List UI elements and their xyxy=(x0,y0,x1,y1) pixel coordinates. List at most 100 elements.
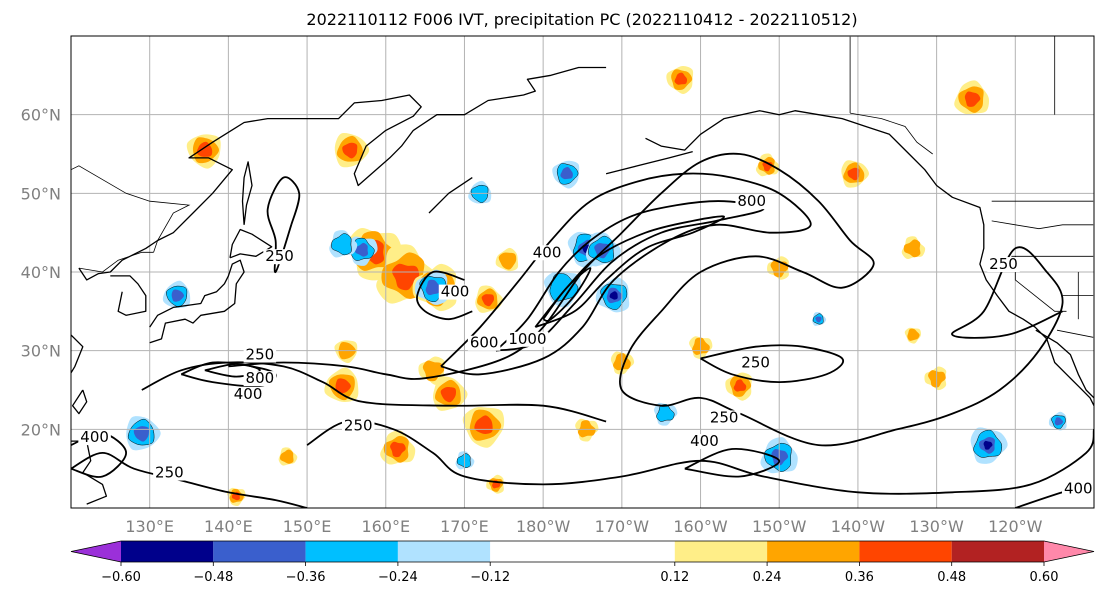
colorbar-tick-label: −0.48 xyxy=(193,570,233,585)
pc-patch xyxy=(278,447,298,466)
colorbar-tick-label: 0.12 xyxy=(660,570,689,585)
pc-patch xyxy=(904,327,921,344)
lon-tick-label: 150°E xyxy=(283,517,332,536)
colorbar-bin xyxy=(674,541,768,562)
pc-patch xyxy=(653,402,678,426)
lat-tick-label: 20°N xyxy=(21,420,61,439)
pc-patch xyxy=(329,230,358,258)
pc-patch xyxy=(552,160,580,189)
colorbar-tick-label: −0.60 xyxy=(101,570,141,585)
colorbar: −0.60 −0.48 −0.36 −0.24 −0.12 0.12 0.24 0.36 0.4… xyxy=(70,540,1095,585)
contour-label-bg xyxy=(467,335,501,351)
coastline xyxy=(605,150,693,175)
colorbar-bin xyxy=(397,541,491,562)
ivt-contour-250 xyxy=(266,176,301,273)
ivt-contour-1000 xyxy=(542,267,592,322)
ivt-contour-400 xyxy=(684,448,781,478)
lon-tick-label: 160°E xyxy=(361,517,410,536)
border-line xyxy=(71,165,191,253)
contour-label: 250 xyxy=(989,255,1018,273)
colorbar-tick-label: 0.24 xyxy=(753,570,782,585)
pc-patch xyxy=(725,372,752,401)
lon-tick-label: 130°W xyxy=(909,517,964,536)
contour-label: 400 xyxy=(1064,479,1093,497)
pc-patch xyxy=(495,247,519,272)
pc-patch xyxy=(901,236,926,260)
colorbar-tick-label: 0.60 xyxy=(1030,570,1059,585)
latitude-labels: 20°N 30°N 40°N 50°N 60°N xyxy=(21,106,61,440)
pc-patch xyxy=(433,376,468,411)
contour-label-bg xyxy=(243,347,277,363)
ivt-contour-250 xyxy=(306,419,1094,495)
lon-tick-label: 180°W xyxy=(516,517,571,536)
pc-patch xyxy=(812,312,827,326)
border-line xyxy=(1056,329,1094,338)
map-frame xyxy=(70,35,1095,509)
pc-patch xyxy=(970,427,1008,464)
colorbar-bin xyxy=(490,541,675,562)
pc-patch xyxy=(162,280,191,309)
lon-tick-label: 140°W xyxy=(831,517,886,536)
coastline xyxy=(71,334,84,375)
contour-label-bg xyxy=(153,465,186,481)
lon-tick-label: 120°W xyxy=(988,517,1043,536)
colorbar-bin xyxy=(767,541,860,562)
colorbar-bin xyxy=(213,541,306,562)
coastline xyxy=(229,228,273,259)
contour-label: 400 xyxy=(441,283,470,301)
border-line xyxy=(850,112,933,155)
contour-label-bg xyxy=(263,249,296,265)
colorbar-tick-label: −0.36 xyxy=(286,570,326,585)
coastline xyxy=(110,275,147,316)
contour-label: 250 xyxy=(710,408,739,426)
pc-patch xyxy=(324,367,359,403)
colorbar-tick-label: −0.24 xyxy=(378,570,418,585)
coastline xyxy=(149,259,245,344)
ivt-contour-400 xyxy=(416,270,473,321)
longitude-labels: 130°E 140°E 150°E 160°E 170°E 180°W 170°W 160°W… xyxy=(125,517,1042,536)
contour-label-bg xyxy=(707,410,741,426)
colorbar-bin xyxy=(951,541,1044,562)
contour-label: 250 xyxy=(741,353,770,371)
ivt-contour-250 xyxy=(228,152,1064,447)
contour-label: 400 xyxy=(690,432,719,450)
contour-label-bg xyxy=(987,257,1020,273)
pc-patch xyxy=(475,285,504,313)
colorbar-bin xyxy=(305,541,398,562)
lon-tick-label: 170°E xyxy=(440,517,489,536)
coastline xyxy=(241,161,253,225)
ivt-contour-800 xyxy=(204,363,261,378)
lon-tick-label: 150°W xyxy=(752,517,807,536)
contour-label: 250 xyxy=(265,247,294,265)
contour-label: 400 xyxy=(234,385,263,403)
contour-label: 800 xyxy=(246,369,275,387)
contour-label-bg xyxy=(530,245,564,261)
pc-patch xyxy=(126,416,161,451)
coastline xyxy=(71,389,88,415)
lon-tick-label: 160°W xyxy=(673,517,728,536)
coastline xyxy=(78,66,607,281)
pc-patch xyxy=(1048,411,1067,431)
contour-label-bg xyxy=(735,194,768,210)
pc-patch xyxy=(468,180,492,204)
contour-label-bg xyxy=(506,331,549,347)
colorbar-bin xyxy=(859,541,952,562)
pc-patch xyxy=(954,80,990,115)
lon-tick-label: 170°W xyxy=(595,517,650,536)
contour-label-bg xyxy=(231,386,265,402)
colorbar-bin xyxy=(121,541,214,562)
colorbar-tick-label: −0.12 xyxy=(470,570,510,585)
contour-label-bg xyxy=(739,355,772,371)
contour-label-bg xyxy=(688,434,721,450)
contour-label: 250 xyxy=(155,464,184,482)
contour-label: 250 xyxy=(344,416,373,434)
colorbar-bin xyxy=(1044,541,1094,562)
ivt-contour-400 xyxy=(440,172,812,376)
lat-tick-label: 40°N xyxy=(21,263,61,282)
contour-label: 1000 xyxy=(508,330,546,348)
pc-patch xyxy=(841,160,870,188)
colorbar-bin xyxy=(71,541,121,562)
pc-patch xyxy=(666,65,694,95)
